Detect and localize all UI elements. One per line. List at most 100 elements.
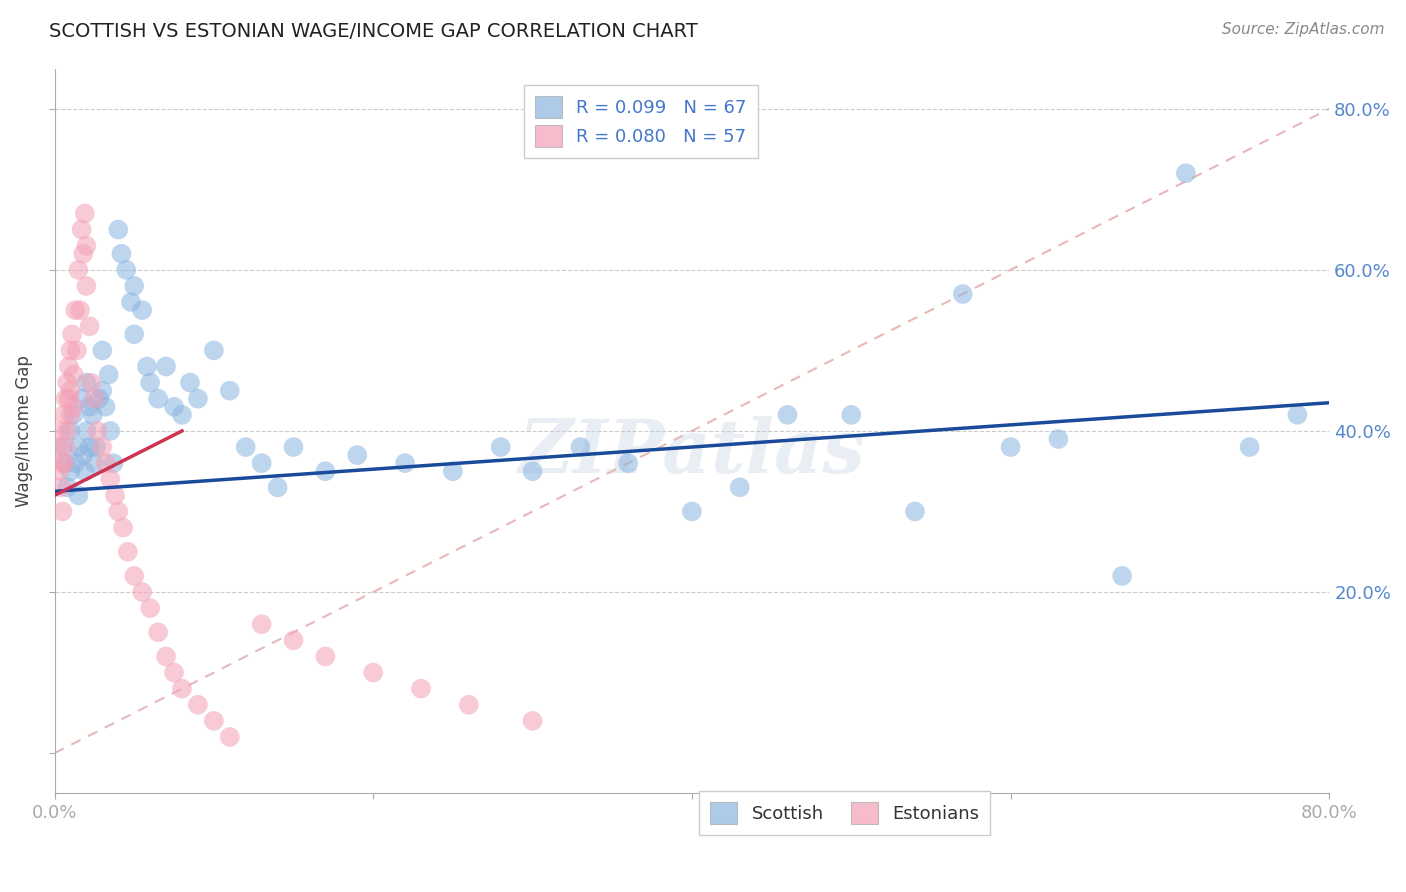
Point xyxy=(49,480,72,494)
Point xyxy=(82,408,104,422)
Point xyxy=(62,408,84,422)
Point xyxy=(98,424,121,438)
Point xyxy=(139,601,162,615)
Point xyxy=(522,464,544,478)
Point xyxy=(131,585,153,599)
Point xyxy=(72,448,94,462)
Point xyxy=(569,440,592,454)
Point xyxy=(1047,432,1070,446)
Point xyxy=(51,440,73,454)
Point xyxy=(69,303,91,318)
Point xyxy=(110,246,132,260)
Point xyxy=(62,400,84,414)
Point xyxy=(122,327,145,342)
Point xyxy=(56,376,79,390)
Point xyxy=(283,440,305,454)
Point xyxy=(49,424,72,438)
Point xyxy=(1000,440,1022,454)
Point xyxy=(83,392,105,406)
Point xyxy=(56,480,79,494)
Point xyxy=(80,376,103,390)
Point xyxy=(776,408,799,422)
Point xyxy=(53,456,76,470)
Point xyxy=(457,698,479,712)
Point xyxy=(112,520,135,534)
Point xyxy=(59,424,82,438)
Point xyxy=(58,359,80,374)
Point xyxy=(79,319,101,334)
Point xyxy=(187,698,209,712)
Point xyxy=(250,617,273,632)
Point xyxy=(91,343,114,358)
Point xyxy=(179,376,201,390)
Point xyxy=(283,633,305,648)
Point xyxy=(202,343,225,358)
Point xyxy=(187,392,209,406)
Point xyxy=(55,440,77,454)
Point xyxy=(70,222,93,236)
Point xyxy=(59,343,82,358)
Point xyxy=(107,222,129,236)
Point xyxy=(75,238,97,252)
Point xyxy=(202,714,225,728)
Point xyxy=(53,408,76,422)
Point xyxy=(120,295,142,310)
Point xyxy=(155,649,177,664)
Point xyxy=(67,263,90,277)
Point xyxy=(1239,440,1261,454)
Point xyxy=(346,448,368,462)
Point xyxy=(1286,408,1309,422)
Point xyxy=(170,408,193,422)
Point xyxy=(250,456,273,470)
Point xyxy=(48,464,70,478)
Point xyxy=(146,392,169,406)
Point xyxy=(65,456,87,470)
Point xyxy=(72,246,94,260)
Point xyxy=(728,480,751,494)
Point xyxy=(1174,166,1197,180)
Point xyxy=(62,368,84,382)
Point xyxy=(314,649,336,664)
Point xyxy=(89,392,111,406)
Legend: Scottish, Estonians: Scottish, Estonians xyxy=(699,791,990,835)
Point xyxy=(65,303,87,318)
Point xyxy=(58,392,80,406)
Point xyxy=(117,545,139,559)
Point xyxy=(104,488,127,502)
Point xyxy=(73,464,96,478)
Text: ZIPatlas: ZIPatlas xyxy=(519,417,865,489)
Point xyxy=(163,665,186,680)
Point xyxy=(46,440,69,454)
Point xyxy=(107,504,129,518)
Point xyxy=(361,665,384,680)
Point xyxy=(617,456,640,470)
Point xyxy=(394,456,416,470)
Point xyxy=(218,730,240,744)
Point xyxy=(839,408,862,422)
Text: Source: ZipAtlas.com: Source: ZipAtlas.com xyxy=(1222,22,1385,37)
Point xyxy=(122,279,145,293)
Point xyxy=(122,569,145,583)
Point xyxy=(94,456,117,470)
Point xyxy=(139,376,162,390)
Point xyxy=(73,206,96,220)
Point xyxy=(98,472,121,486)
Point xyxy=(79,440,101,454)
Point xyxy=(66,343,89,358)
Point xyxy=(441,464,464,478)
Point xyxy=(79,400,101,414)
Point xyxy=(67,440,90,454)
Point xyxy=(70,392,93,406)
Point xyxy=(522,714,544,728)
Point xyxy=(97,368,120,382)
Y-axis label: Wage/Income Gap: Wage/Income Gap xyxy=(15,355,32,507)
Point xyxy=(314,464,336,478)
Point xyxy=(56,424,79,438)
Point xyxy=(218,384,240,398)
Point xyxy=(103,456,125,470)
Point xyxy=(83,456,105,470)
Point xyxy=(131,303,153,318)
Point xyxy=(67,488,90,502)
Point xyxy=(1111,569,1133,583)
Point xyxy=(51,504,73,518)
